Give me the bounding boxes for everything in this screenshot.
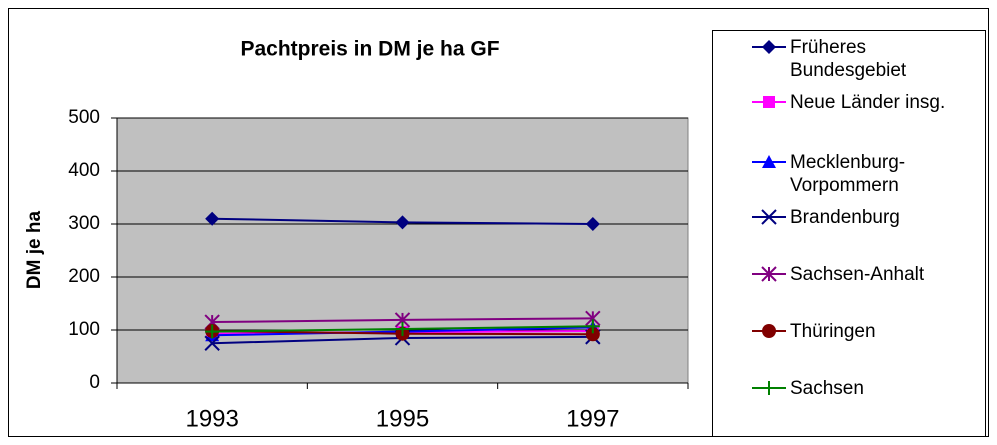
legend-label: Thüringen: [790, 320, 876, 342]
x-tick-label: 1995: [376, 405, 429, 432]
data-point: [585, 319, 600, 334]
marker-shape: [763, 96, 775, 108]
y-tick-label: 200: [68, 266, 100, 287]
marker-shape: [395, 215, 410, 230]
data-point: [395, 321, 410, 336]
legend-box: [712, 30, 986, 437]
legend-label: Mecklenburg-Vorpommern: [790, 151, 906, 196]
y-tick-label: 400: [68, 160, 100, 181]
legend-label: Früheres Bundesgebiet: [790, 36, 907, 81]
data-point: [585, 217, 600, 231]
legend-marker: [763, 96, 775, 108]
plot-area: [116, 117, 689, 384]
legend-label: Sachsen: [790, 377, 864, 399]
y-tick-label: 500: [68, 107, 100, 128]
marker-shape: [585, 327, 600, 342]
data-point: [205, 324, 220, 339]
marker-shape: [762, 324, 776, 338]
marker-shape: [205, 211, 220, 226]
legend-marker: [762, 381, 776, 395]
data-point: [204, 335, 220, 351]
data-point: [395, 215, 410, 230]
y-tick-label: 100: [68, 319, 100, 340]
legend-marker: [761, 266, 777, 282]
marker-shape: [204, 335, 220, 351]
legend-marker: [762, 324, 776, 338]
marker-shape: [762, 40, 776, 54]
legend-label: Sachsen-Anhalt: [790, 263, 925, 285]
legend-marker: [762, 155, 776, 168]
marker-shape: [585, 217, 600, 231]
y-tick-label: 300: [68, 213, 100, 234]
legend-marker: [762, 40, 776, 54]
marker-shape: [761, 209, 777, 225]
legend-label: Brandenburg: [790, 206, 900, 228]
x-tick-label: 1993: [185, 405, 238, 432]
data-point: [585, 327, 600, 342]
y-tick-label: 0: [89, 372, 100, 393]
legend-marker: [761, 209, 777, 225]
marker-shape: [762, 155, 776, 168]
x-tick-label: 1997: [566, 405, 619, 432]
chart-title: Pachtpreis in DM je ha GF: [240, 38, 499, 61]
y-axis-label: DM je ha: [24, 211, 45, 290]
legend-label: Neue Länder insg.: [790, 91, 946, 113]
data-point: [205, 211, 220, 226]
